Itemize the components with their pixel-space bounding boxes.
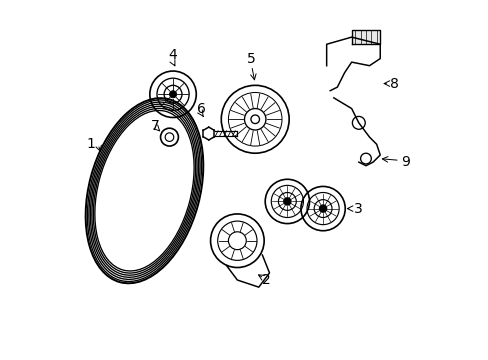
Circle shape — [250, 115, 259, 123]
Circle shape — [319, 205, 326, 212]
Text: 2: 2 — [261, 273, 270, 287]
Text: 1: 1 — [86, 137, 95, 151]
Text: 9: 9 — [400, 155, 409, 169]
Text: 6: 6 — [197, 102, 205, 116]
Text: 4: 4 — [168, 48, 177, 62]
Text: 3: 3 — [354, 202, 363, 216]
Circle shape — [169, 91, 176, 98]
Polygon shape — [351, 30, 380, 44]
Text: 8: 8 — [389, 77, 398, 91]
Text: 7: 7 — [150, 120, 159, 134]
Circle shape — [283, 198, 290, 205]
Text: 5: 5 — [247, 51, 256, 66]
